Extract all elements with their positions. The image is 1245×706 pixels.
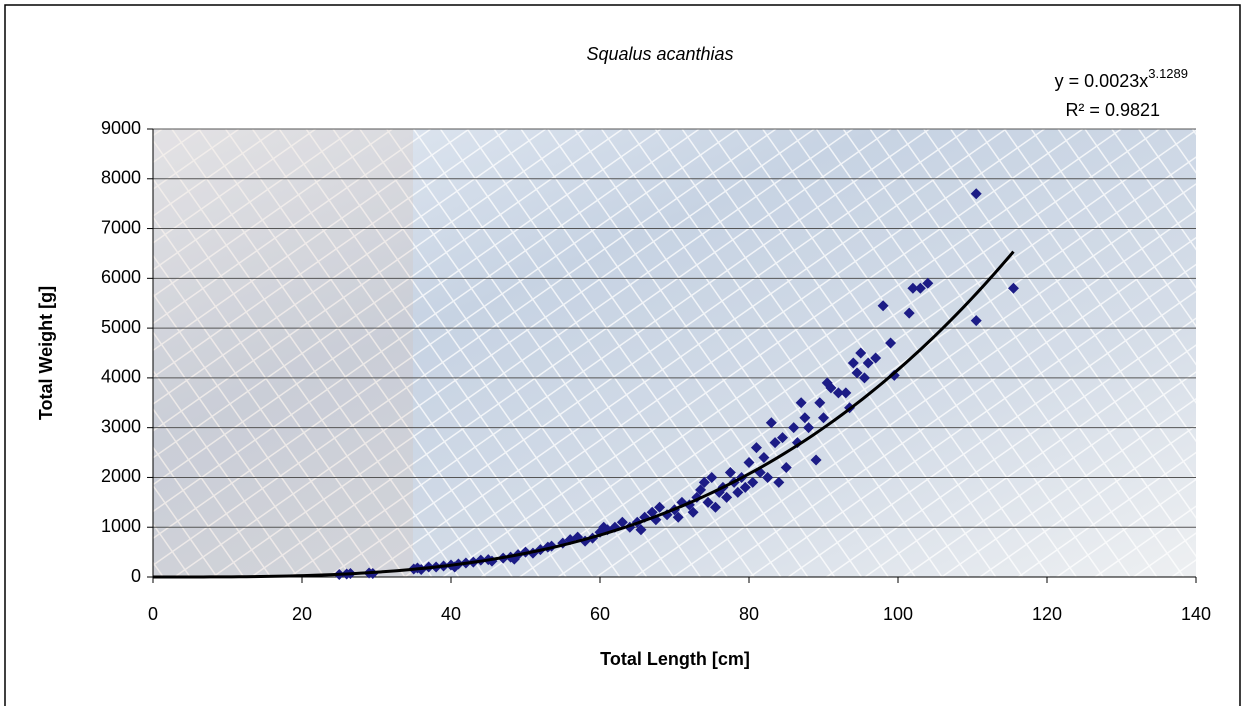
data-point [907,282,919,294]
data-point [855,347,867,359]
data-point [818,412,829,424]
data-point [732,486,744,498]
data-point [702,496,714,508]
y-tick-label: 1000 [101,516,141,536]
y-tick-label: 7000 [101,217,141,237]
data-point [903,307,915,319]
data-point [810,454,822,466]
data-point [914,282,926,294]
y-axis-label: Total Weight [g] [36,286,56,420]
equation-exponent: 3.1289 [1148,66,1188,81]
trendline-equation: y = 0.0023x3.1289 [1055,66,1188,90]
data-point [814,397,826,409]
data-point [654,501,666,513]
data-point [870,352,882,364]
data-point [803,422,815,434]
y-tick-label: 9000 [101,118,141,138]
data-point [646,506,658,518]
y-tick-label: 3000 [101,416,141,436]
data-point [672,511,684,523]
data-point [970,315,982,327]
x-tick-label: 120 [1032,604,1062,624]
data-point [825,382,837,394]
data-point [970,188,982,200]
x-tick-label: 20 [292,604,312,624]
data-point [721,491,733,503]
x-tick-label: 100 [883,604,913,624]
data-point [739,481,751,493]
data-point [765,417,777,429]
x-axis-label: Total Length [cm] [600,649,750,669]
data-point [743,457,755,469]
data-point [840,387,852,399]
r-squared: R² = 0.9821 [1065,100,1160,120]
data-point [1007,282,1019,294]
data-point [799,412,811,424]
data-point [777,432,789,444]
trendline [153,250,1015,579]
data-point [695,484,707,496]
x-tick-label: 0 [148,604,158,624]
x-tick-label: 40 [441,604,461,624]
y-tick-label: 5000 [101,317,141,337]
data-point [724,466,736,478]
data-point [635,524,647,536]
data-point [795,397,807,409]
data-point [862,357,874,369]
y-tick-label: 8000 [101,168,141,188]
data-point [885,337,897,349]
data-point [780,461,792,473]
data-point [709,501,721,513]
data-point [750,442,762,454]
plot-tint [153,129,413,577]
data-point [858,372,870,384]
data-point [877,300,889,312]
data-point [788,422,800,434]
data-point [832,387,844,399]
data-point [762,471,774,483]
equation-text: y = 0.0023x [1055,71,1149,91]
plot-background [153,129,1196,577]
data-point [747,476,759,488]
data-point [698,476,710,488]
y-tick-label: 2000 [101,466,141,486]
x-tick-label: 140 [1181,604,1211,624]
data-point [769,437,781,449]
y-tick-label: 6000 [101,267,141,287]
data-point [922,277,934,289]
data-point [773,476,785,488]
data-point [888,369,900,381]
x-tick-label: 60 [590,604,610,624]
chart-border [4,4,1241,706]
y-tick-label: 0 [131,566,141,586]
data-point [851,367,863,379]
data-point [758,452,770,464]
x-tick-label: 80 [739,604,759,624]
plot-net [153,129,1196,577]
data-point [687,506,699,518]
data-point [616,516,628,528]
chart-title: Squalus acanthias [586,44,733,64]
data-point [706,471,718,483]
y-tick-label: 4000 [101,367,141,387]
data-point [847,357,859,369]
